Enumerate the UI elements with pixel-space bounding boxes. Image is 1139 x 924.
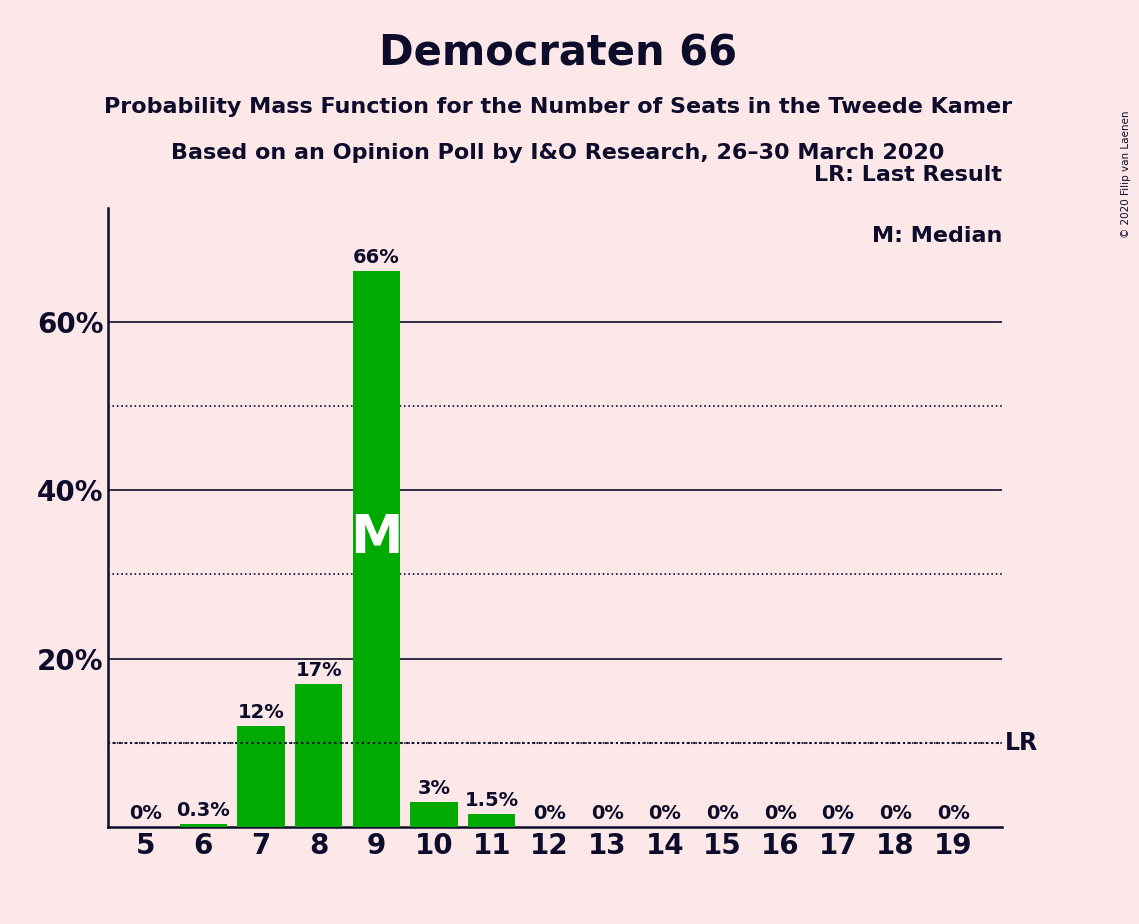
Bar <box>180 824 227 827</box>
Text: 0%: 0% <box>821 804 854 822</box>
Text: 0.3%: 0.3% <box>177 801 230 821</box>
Text: 0%: 0% <box>533 804 566 822</box>
Text: 12%: 12% <box>238 702 285 722</box>
Text: M: M <box>350 512 403 564</box>
Bar <box>410 802 458 827</box>
Text: 0%: 0% <box>648 804 681 822</box>
Text: 0%: 0% <box>706 804 739 822</box>
Text: 3%: 3% <box>418 779 451 797</box>
Text: Based on an Opinion Poll by I&O Research, 26–30 March 2020: Based on an Opinion Poll by I&O Research… <box>172 143 944 164</box>
Text: Democraten 66: Democraten 66 <box>379 32 737 74</box>
Text: 0%: 0% <box>129 804 162 822</box>
Text: Probability Mass Function for the Number of Seats in the Tweede Kamer: Probability Mass Function for the Number… <box>104 97 1013 117</box>
Text: 0%: 0% <box>937 804 969 822</box>
Text: © 2020 Filip van Laenen: © 2020 Filip van Laenen <box>1121 111 1131 238</box>
Text: 66%: 66% <box>353 248 400 267</box>
Text: 0%: 0% <box>764 804 796 822</box>
Bar <box>353 271 400 827</box>
Text: 17%: 17% <box>295 661 342 679</box>
Text: LR: LR <box>1005 731 1038 755</box>
Text: M: Median: M: Median <box>872 226 1002 247</box>
Bar <box>468 814 516 827</box>
Text: 1.5%: 1.5% <box>465 791 519 810</box>
Text: LR: Last Result: LR: Last Result <box>814 164 1002 185</box>
Text: 0%: 0% <box>879 804 912 822</box>
Bar <box>295 684 343 827</box>
Text: 0%: 0% <box>591 804 624 822</box>
Bar <box>237 726 285 827</box>
